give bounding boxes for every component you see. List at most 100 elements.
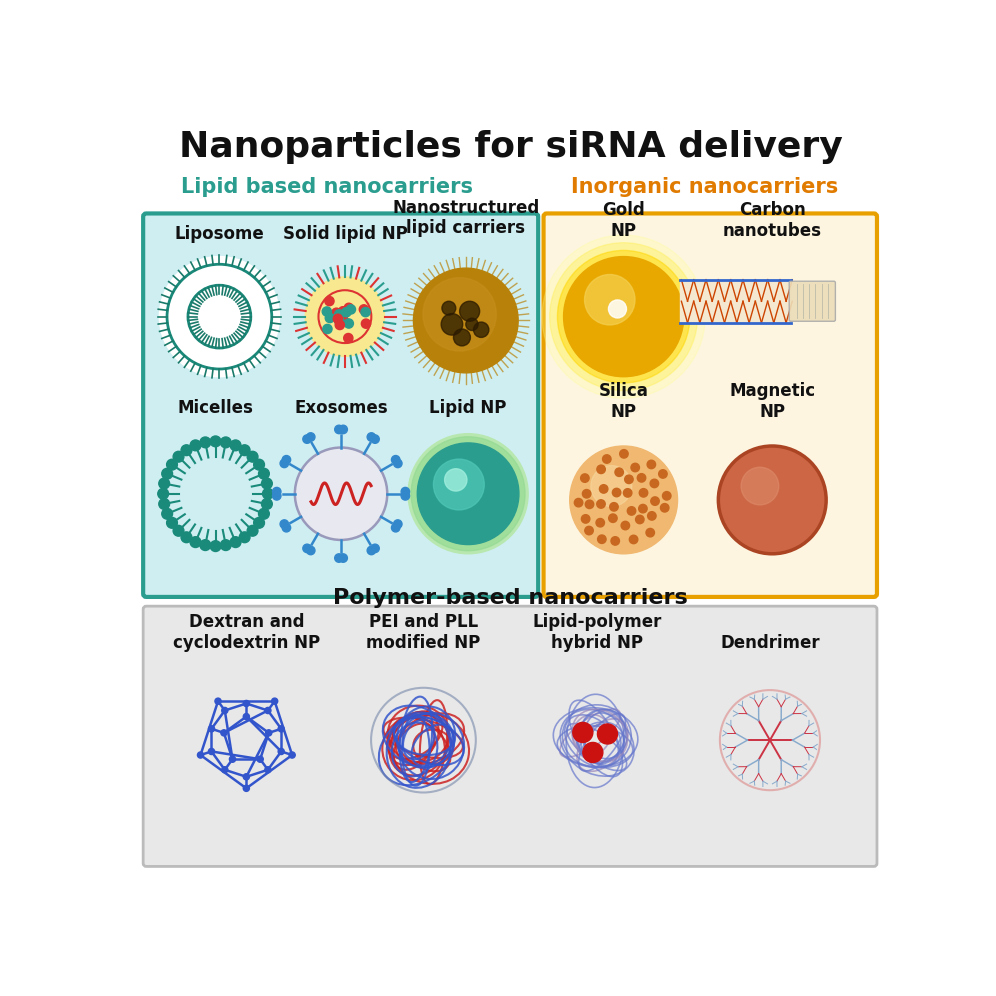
Text: Micelles: Micelles	[177, 398, 253, 416]
Circle shape	[247, 525, 258, 536]
Circle shape	[597, 500, 606, 508]
Circle shape	[332, 308, 341, 318]
Circle shape	[401, 487, 409, 496]
Circle shape	[583, 742, 603, 763]
Circle shape	[638, 504, 647, 513]
Circle shape	[598, 724, 618, 744]
Circle shape	[210, 541, 221, 552]
Circle shape	[282, 524, 291, 532]
Circle shape	[259, 508, 269, 519]
Circle shape	[243, 713, 249, 720]
Circle shape	[558, 250, 690, 382]
Circle shape	[159, 257, 280, 376]
Circle shape	[620, 449, 628, 458]
Circle shape	[339, 554, 348, 563]
Circle shape	[259, 468, 269, 479]
Circle shape	[173, 451, 184, 462]
Circle shape	[600, 485, 608, 493]
Circle shape	[325, 297, 334, 306]
Circle shape	[345, 303, 354, 313]
Circle shape	[542, 235, 705, 398]
Circle shape	[393, 520, 402, 528]
Circle shape	[230, 440, 241, 451]
Circle shape	[303, 435, 312, 443]
Circle shape	[239, 445, 250, 455]
FancyBboxPatch shape	[789, 281, 836, 322]
Circle shape	[340, 316, 349, 326]
Circle shape	[273, 487, 281, 496]
FancyBboxPatch shape	[544, 213, 876, 597]
Circle shape	[629, 535, 637, 544]
Circle shape	[342, 308, 351, 317]
Circle shape	[639, 489, 647, 497]
Circle shape	[158, 478, 169, 489]
Circle shape	[635, 515, 644, 524]
Text: Lipid NP: Lipid NP	[429, 398, 507, 416]
Circle shape	[336, 321, 345, 330]
Bar	[680, 280, 791, 323]
Circle shape	[658, 470, 667, 478]
Circle shape	[254, 459, 265, 470]
Circle shape	[631, 463, 639, 472]
Circle shape	[391, 455, 400, 464]
Text: PEI and PLL
modified NP: PEI and PLL modified NP	[367, 613, 480, 651]
Circle shape	[603, 455, 611, 463]
Circle shape	[741, 467, 779, 505]
Circle shape	[660, 504, 669, 512]
Circle shape	[623, 489, 631, 497]
Circle shape	[624, 475, 633, 484]
Circle shape	[442, 301, 456, 315]
Circle shape	[208, 726, 214, 732]
Circle shape	[646, 529, 654, 537]
Circle shape	[326, 314, 335, 323]
Circle shape	[262, 499, 272, 509]
Circle shape	[220, 540, 231, 551]
Circle shape	[611, 537, 620, 545]
Circle shape	[323, 325, 332, 334]
Circle shape	[453, 329, 470, 346]
Circle shape	[444, 469, 467, 491]
Circle shape	[243, 774, 249, 780]
Circle shape	[597, 465, 606, 473]
Circle shape	[339, 425, 348, 433]
Circle shape	[368, 546, 375, 555]
Circle shape	[280, 520, 289, 528]
Circle shape	[158, 499, 169, 509]
Circle shape	[413, 268, 518, 373]
Circle shape	[401, 492, 409, 500]
Circle shape	[323, 307, 332, 316]
Circle shape	[637, 474, 645, 482]
Circle shape	[417, 443, 519, 545]
Circle shape	[575, 498, 583, 507]
Circle shape	[243, 700, 249, 706]
Circle shape	[564, 257, 683, 376]
Circle shape	[647, 460, 655, 469]
Circle shape	[289, 752, 295, 758]
Circle shape	[347, 305, 356, 314]
Circle shape	[229, 756, 236, 762]
Circle shape	[613, 488, 621, 497]
Circle shape	[335, 316, 344, 326]
Circle shape	[181, 445, 192, 455]
Circle shape	[221, 730, 227, 736]
Circle shape	[650, 479, 658, 488]
Circle shape	[197, 752, 203, 758]
Circle shape	[262, 478, 272, 489]
Circle shape	[278, 726, 284, 732]
Circle shape	[265, 767, 271, 773]
Circle shape	[662, 492, 671, 500]
Circle shape	[161, 508, 172, 519]
Circle shape	[610, 503, 619, 511]
Circle shape	[459, 301, 480, 322]
Text: Magnetic
NP: Magnetic NP	[729, 381, 816, 420]
Circle shape	[582, 515, 590, 523]
Circle shape	[598, 535, 607, 544]
Text: Exosomes: Exosomes	[294, 398, 387, 416]
Circle shape	[222, 707, 228, 713]
Circle shape	[360, 305, 369, 314]
Circle shape	[411, 437, 525, 551]
Circle shape	[361, 308, 371, 317]
Circle shape	[222, 767, 228, 773]
Circle shape	[368, 432, 375, 441]
Text: Gold
NP: Gold NP	[603, 201, 645, 240]
